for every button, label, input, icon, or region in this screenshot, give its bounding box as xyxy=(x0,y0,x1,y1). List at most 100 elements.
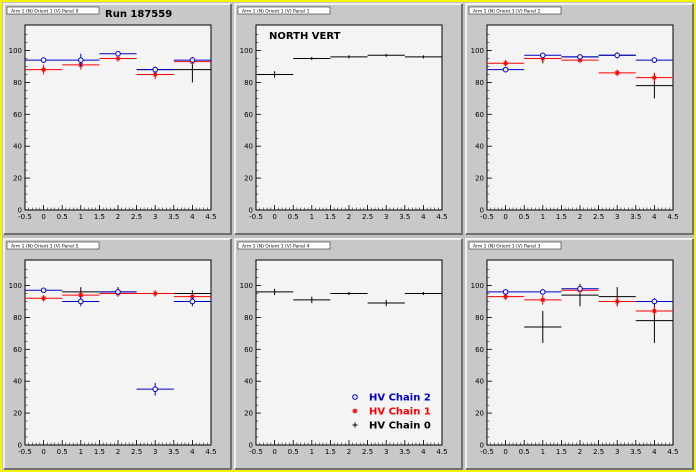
x-tick-label: -0.5 xyxy=(480,213,494,221)
x-tick-label: 3.5 xyxy=(630,448,641,456)
x-tick-label: 1 xyxy=(541,448,545,456)
x-tick-label: 4 xyxy=(652,213,657,221)
chart-pad-5[interactable]: Arm 1 (N) Orient 1 (V) Panel 3-0.5 0 0.5 1 1… xyxy=(465,238,694,470)
x-tick-label: 2 xyxy=(578,213,582,221)
x-tick-label: 1.5 xyxy=(325,448,336,456)
x-tick-label: 4 xyxy=(190,213,195,221)
y-tick-label: 60 xyxy=(13,111,22,119)
y-tick-label: 100 xyxy=(471,47,484,55)
x-tick-label: 3.5 xyxy=(168,448,179,456)
y-tick-label: 40 xyxy=(475,378,484,386)
data-point-circle xyxy=(502,289,509,295)
y-tick-label: 20 xyxy=(475,175,484,183)
data-point-star xyxy=(540,55,546,62)
chart-pad-0[interactable]: Arm 1 (N) Orient 1 (V) Panel 0-0.5 0 0.5 1 1… xyxy=(3,3,232,235)
pad-title-box xyxy=(468,6,562,15)
series-hv-chain-0 xyxy=(256,53,442,78)
series-hv-chain-2 xyxy=(487,285,673,305)
data-point-circle xyxy=(115,50,121,57)
y-tick-label: 0 xyxy=(249,207,253,215)
data-point-circle xyxy=(40,287,47,294)
x-tick-label: -0.5 xyxy=(249,213,263,221)
data-point-star xyxy=(577,57,583,63)
plot-frame xyxy=(255,259,443,446)
chart-pad-3[interactable]: Arm 1 (N) Orient 1 (V) Panel 5-0.5 0 0.5 1 1… xyxy=(3,238,232,470)
y-tick-label: 60 xyxy=(244,111,253,119)
pad-title-box xyxy=(6,241,100,250)
y-tick-label: 20 xyxy=(244,175,253,183)
pad-title-text: Arm 1 (N) Orient 1 (V) Panel 3 xyxy=(473,244,541,250)
x-tick-label: 0 xyxy=(272,448,276,456)
y-tick-label: 100 xyxy=(471,282,484,290)
y-tick-label: 60 xyxy=(475,111,484,119)
data-point-circle xyxy=(502,66,509,73)
y-tick-label: 20 xyxy=(475,410,484,418)
pad-title: Arm 1 (N) Orient 1 (V) Panel 2 xyxy=(468,6,562,15)
y-tick-label: 20 xyxy=(13,410,22,418)
y-tick-label: 40 xyxy=(244,143,253,151)
x-tick-label: -0.5 xyxy=(18,448,32,456)
data-point-circle xyxy=(78,57,84,63)
chart-pad-2[interactable]: Arm 1 (N) Orient 1 (V) Panel 2-0.5 0 0.5 1 1… xyxy=(465,3,694,235)
x-tick-label: -0.5 xyxy=(480,448,494,456)
data-point-circle xyxy=(651,57,658,63)
data-point-circle xyxy=(651,298,658,305)
y-tick-label: 80 xyxy=(13,79,22,87)
pad-bevel-light xyxy=(3,238,231,469)
x-tick-label: 1.5 xyxy=(94,213,105,221)
x-tick-label: 0 xyxy=(41,448,45,456)
pad-bevel-light xyxy=(465,238,693,469)
pad-title-text: Arm 1 (N) Orient 1 (V) Panel 5 xyxy=(11,244,79,250)
x-tick-label: 4 xyxy=(190,448,195,456)
pad-title: Arm 1 (N) Orient 1 (V) Panel 1 xyxy=(237,6,331,15)
data-point-star xyxy=(152,290,158,297)
pad-title-text: Arm 1 (N) Orient 1 (V) Panel 2 xyxy=(473,9,541,15)
y-tick-label: 40 xyxy=(13,378,22,386)
y-tick-label: 20 xyxy=(13,175,22,183)
data-point-star xyxy=(614,70,620,76)
pad-title-box xyxy=(6,6,100,15)
x-tick-label: 2.5 xyxy=(131,448,142,456)
data-point-star xyxy=(614,298,620,305)
x-tick-label: 0 xyxy=(503,213,507,221)
y-tick-label: 40 xyxy=(475,143,484,151)
x-tick-label: 0 xyxy=(503,448,507,456)
legend-cross-icon xyxy=(352,422,358,428)
legend-entry: HV Chain 1 xyxy=(352,407,431,418)
data-point-circle xyxy=(152,66,158,73)
series-hv-chain-0 xyxy=(524,283,673,343)
data-point-star xyxy=(152,71,158,78)
x-tick-label: 3.5 xyxy=(399,213,410,221)
y-tick-label: 40 xyxy=(244,378,253,386)
x-tick-label: 4.5 xyxy=(667,213,678,221)
x-tick-label: 4.5 xyxy=(205,213,216,221)
x-tick-label: 3 xyxy=(384,448,388,456)
pad-bevel-light xyxy=(465,3,693,234)
x-tick-label: 3 xyxy=(384,213,388,221)
pad-bevel-dark xyxy=(4,239,232,470)
x-tick-label: 2.5 xyxy=(593,448,604,456)
pad-bevel-dark xyxy=(4,4,232,235)
pad-title-text: Arm 1 (N) Orient 1 (V) Panel 4 xyxy=(242,244,310,250)
y-tick-label: 0 xyxy=(480,207,484,215)
series-hv-chain-1 xyxy=(25,290,211,302)
chart-pad-4[interactable]: Arm 1 (N) Orient 1 (V) Panel 4-0.5 0 0.5 1 1… xyxy=(234,238,463,470)
pad-title-text: Arm 1 (N) Orient 1 (V) Panel 0 xyxy=(11,9,79,15)
chart-pad-1[interactable]: Arm 1 (N) Orient 1 (V) Panel 1-0.5 0 0.5 1 1… xyxy=(234,3,463,235)
x-tick-label: 1.5 xyxy=(94,448,105,456)
x-tick-label: 2.5 xyxy=(131,213,142,221)
x-tick-label: 0.5 xyxy=(288,213,299,221)
pad-bevel-light xyxy=(3,3,231,234)
data-point-circle xyxy=(577,285,583,292)
x-tick-label: 0.5 xyxy=(288,448,299,456)
x-tick-label: 3.5 xyxy=(630,213,641,221)
x-tick-label: 4.5 xyxy=(436,213,447,221)
series-hv-chain-1 xyxy=(487,55,673,83)
x-tick-label: -0.5 xyxy=(18,213,32,221)
x-tick-label: 0 xyxy=(41,213,45,221)
data-point-star xyxy=(503,294,509,300)
x-tick-label: 3 xyxy=(153,448,157,456)
y-tick-label: 0 xyxy=(480,442,484,450)
data-point-circle xyxy=(540,289,546,295)
